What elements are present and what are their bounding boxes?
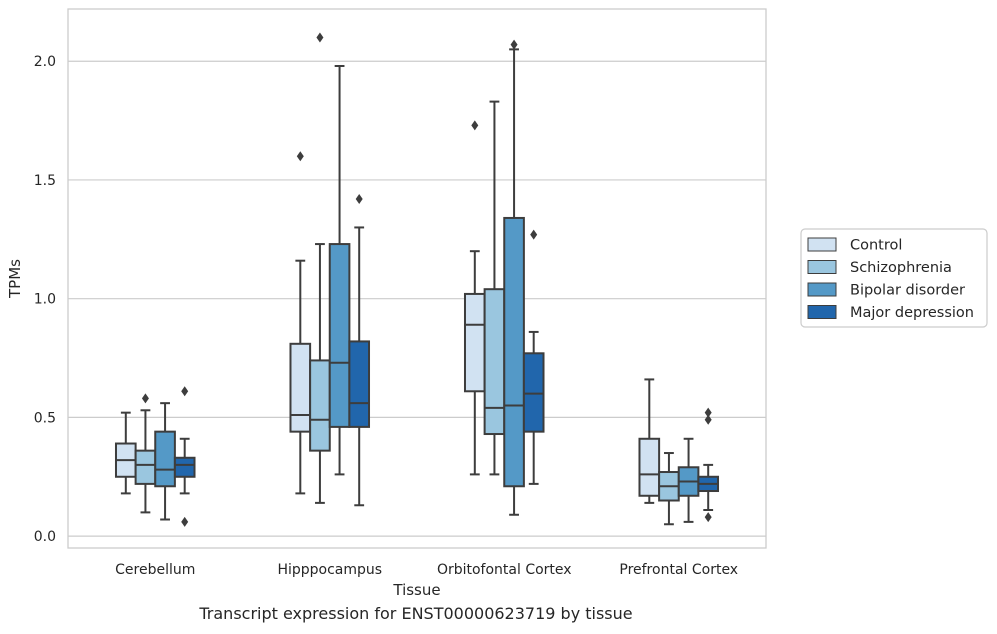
box-group	[348, 193, 371, 507]
legend-label: Schizophrenia	[850, 260, 952, 276]
box-group	[638, 378, 661, 504]
box	[328, 243, 351, 428]
legend-frame	[800, 228, 988, 328]
box-group	[677, 437, 700, 523]
legend-label: Control	[850, 238, 902, 254]
legend-item: Bipolar disorder	[807, 282, 965, 299]
outlier-point	[181, 386, 189, 397]
legend-item: Control	[807, 237, 902, 254]
legend-swatch	[807, 260, 837, 274]
x-axis-ticks: Cerebellum Hipppocampus Orbitofontal Corte…	[115, 562, 738, 578]
box	[638, 437, 661, 497]
y-tick-label: 1.0	[34, 292, 56, 308]
outlier-point	[704, 512, 712, 523]
legend: Control Schizophrenia Bipolar disorder Majo…	[800, 228, 988, 328]
legend-label: Bipolar disorder	[850, 283, 965, 299]
x-tick-label: Hipppocampus	[277, 562, 382, 578]
outlier-point	[471, 120, 479, 131]
outlier-point	[530, 229, 538, 240]
outlier-point	[704, 414, 712, 425]
box	[348, 340, 371, 428]
outlier-point	[141, 393, 149, 404]
outlier-point	[316, 32, 324, 43]
box-plot-series	[114, 32, 720, 527]
box-group	[658, 452, 680, 526]
box	[483, 288, 506, 436]
box-group	[503, 39, 525, 516]
box	[173, 456, 196, 478]
y-tick-label: 0.0	[34, 529, 56, 545]
box-group	[154, 402, 176, 521]
box	[309, 359, 331, 452]
x-tick-label: Cerebellum	[115, 562, 195, 578]
box-group	[114, 411, 137, 495]
outlier-point	[296, 151, 304, 162]
box	[134, 449, 157, 485]
box-group	[289, 151, 312, 495]
legend-swatch	[807, 237, 837, 252]
box-group	[309, 32, 331, 504]
box-group	[134, 393, 157, 514]
outlier-point	[181, 516, 189, 527]
box	[154, 430, 176, 488]
x-axis-label: Tissue	[392, 581, 440, 599]
chart-caption: Transcript expression for ENST0000062371…	[199, 604, 633, 623]
legend-item: Schizophrenia	[807, 260, 952, 276]
legend-item: Major depression	[807, 305, 974, 321]
box	[463, 292, 486, 393]
plot-frame	[67, 8, 767, 549]
box	[522, 352, 545, 433]
legend-swatch	[807, 282, 837, 297]
box	[503, 216, 525, 488]
y-tick-label: 2.0	[34, 54, 56, 70]
box-group	[697, 407, 720, 523]
y-tick-label: 1.5	[34, 173, 56, 189]
box-group	[173, 386, 196, 527]
y-tick-label: 0.5	[34, 410, 56, 426]
outlier-point	[510, 39, 518, 50]
box-group	[328, 64, 351, 476]
x-tick-label: Prefrontal Cortex	[619, 562, 738, 578]
y-axis-label: TPMs	[6, 259, 24, 299]
legend-label: Major depression	[850, 305, 974, 321]
outlier-point	[355, 193, 363, 204]
box-group	[483, 100, 506, 476]
outlier-point	[704, 407, 712, 418]
box-group	[463, 120, 486, 476]
box-group	[522, 229, 545, 485]
legend-swatch	[807, 305, 837, 319]
y-axis-ticks: 0.0 0.5 1.0 1.5 2.0	[34, 54, 56, 545]
x-tick-label: Orbitofontal Cortex	[437, 562, 572, 578]
box	[289, 342, 312, 433]
